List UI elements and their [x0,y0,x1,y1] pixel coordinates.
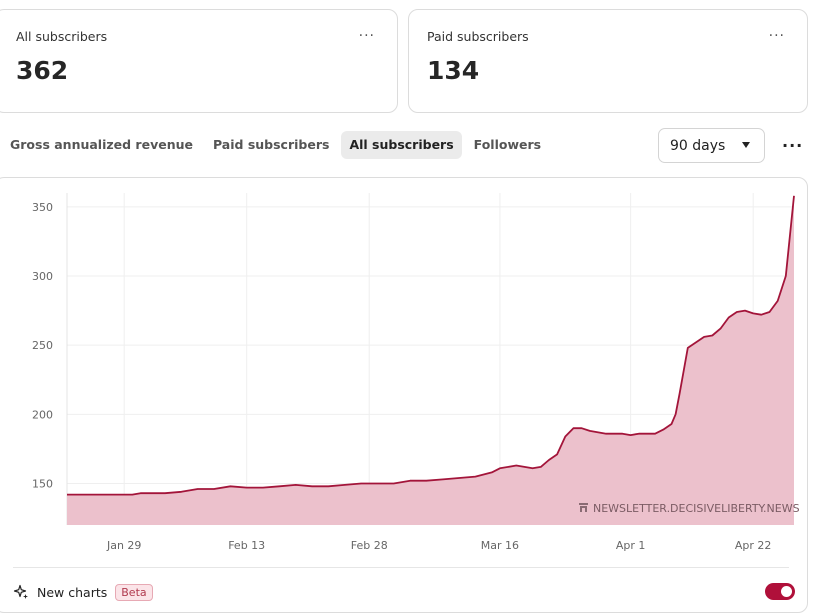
x-tick-label: Mar 16 [481,539,519,552]
more-options-icon[interactable]: ··· [768,28,785,44]
sparkle-icon [13,584,28,599]
date-range-select[interactable]: 90 days [658,128,765,163]
stat-label: Paid subscribers [427,29,529,44]
toggle-knob [781,586,792,597]
series-area [67,195,794,526]
more-options-icon[interactable]: ··· [782,136,804,155]
new-charts-label: New charts [37,584,108,600]
stat-value: 362 [16,56,69,85]
x-tick-label: Jan 29 [106,539,141,552]
x-tick-label: Feb 13 [228,539,265,552]
subscribers-chart: 150 200 250 300 350 Jan 29 Feb 13 Feb 28 Mar 16 A… [32,193,800,552]
y-tick-label: 200 [32,408,53,421]
series-line [67,195,795,496]
stat-card-paid-subscribers: Paid subscribers 134 ··· [408,9,808,113]
x-tick-label: Apr 22 [735,539,772,552]
x-tick-label: Apr 1 [616,539,646,552]
y-tick-label: 150 [32,478,53,491]
watermark: NEWSLETTER.DECISIVELIBERTY.NEWS [579,502,800,515]
stat-card-all-subscribers: All subscribers 362 ··· [0,9,398,113]
new-charts-toggle[interactable] [765,583,795,600]
chart-tabs: Gross annualized revenue Paid subscriber… [2,131,549,159]
tab-paid-subscribers[interactable]: Paid subscribers [212,137,330,152]
tab-all-subscribers[interactable]: All subscribers [341,131,462,159]
stat-value: 134 [427,56,480,85]
tab-gross-annualized-revenue[interactable]: Gross annualized revenue [10,137,193,152]
y-tick-label: 350 [32,201,53,214]
footer-divider [13,567,789,568]
y-tick-label: 250 [32,339,53,352]
caret-down-icon [742,142,750,148]
x-tick-label: Feb 28 [351,539,388,552]
newsletter-icon [579,503,588,512]
new-charts-footer: New charts Beta [13,582,153,602]
more-options-icon[interactable]: ··· [358,28,375,44]
date-range-value: 90 days [670,138,726,154]
y-tick-label: 300 [32,270,53,283]
watermark-text: NEWSLETTER.DECISIVELIBERTY.NEWS [593,502,800,515]
beta-badge: Beta [115,583,153,601]
chart-card: 150 200 250 300 350 Jan 29 Feb 13 Feb 28 Mar 16 A… [0,177,808,613]
tab-followers[interactable]: Followers [473,137,542,152]
stat-label: All subscribers [16,29,108,44]
